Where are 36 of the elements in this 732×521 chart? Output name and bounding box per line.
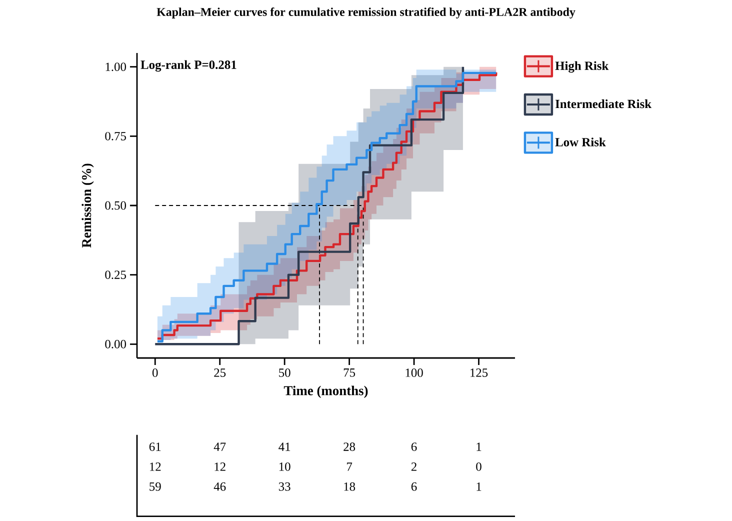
x-tick-label: 0	[152, 368, 158, 377]
legend-label: Intermediate Risk	[555, 99, 652, 108]
legend-label: Low Risk	[555, 138, 606, 146]
text: 41	[278, 442, 290, 451]
text: 1	[476, 442, 482, 451]
y-axis-title: Remission (%)	[82, 164, 94, 248]
x-tick-label: 75	[344, 368, 356, 377]
x-axis-title: Time (months)	[284, 386, 368, 398]
text: 46	[214, 482, 226, 491]
text: 33	[278, 482, 290, 491]
text: 10	[279, 462, 290, 471]
text: 47	[214, 442, 226, 451]
text: 28	[344, 442, 356, 451]
text: 12	[214, 462, 226, 471]
text: 12	[150, 462, 161, 471]
text: 18	[344, 482, 356, 491]
text: 0	[476, 462, 482, 471]
x-tick-label: 25	[214, 368, 226, 377]
y-tick-label: 1.00	[106, 62, 126, 72]
legend-label: High Risk	[555, 61, 609, 73]
y-tick-label: 0.75	[105, 132, 126, 140]
text: 2	[411, 462, 416, 471]
chart-title: Kaplan–Meier curves for cumulative remission stratified by anti-PLA2R antibody	[156, 7, 576, 18]
annotation: Log-rank P=0.281	[140, 60, 236, 72]
x-tick-label: 100	[406, 368, 423, 377]
x-tick-label: 125	[470, 368, 488, 377]
x-tick-label: 50	[279, 368, 290, 377]
y-tick-label: 0.00	[105, 340, 126, 348]
text: 59	[150, 482, 161, 491]
text: 6	[411, 482, 417, 491]
y-tick-label: 0.50	[105, 201, 126, 210]
y-tick-label: 0.25	[105, 270, 126, 280]
text: 1	[476, 482, 482, 491]
text: 61	[149, 442, 161, 451]
text: 6	[411, 442, 417, 451]
text: 7	[347, 462, 352, 471]
